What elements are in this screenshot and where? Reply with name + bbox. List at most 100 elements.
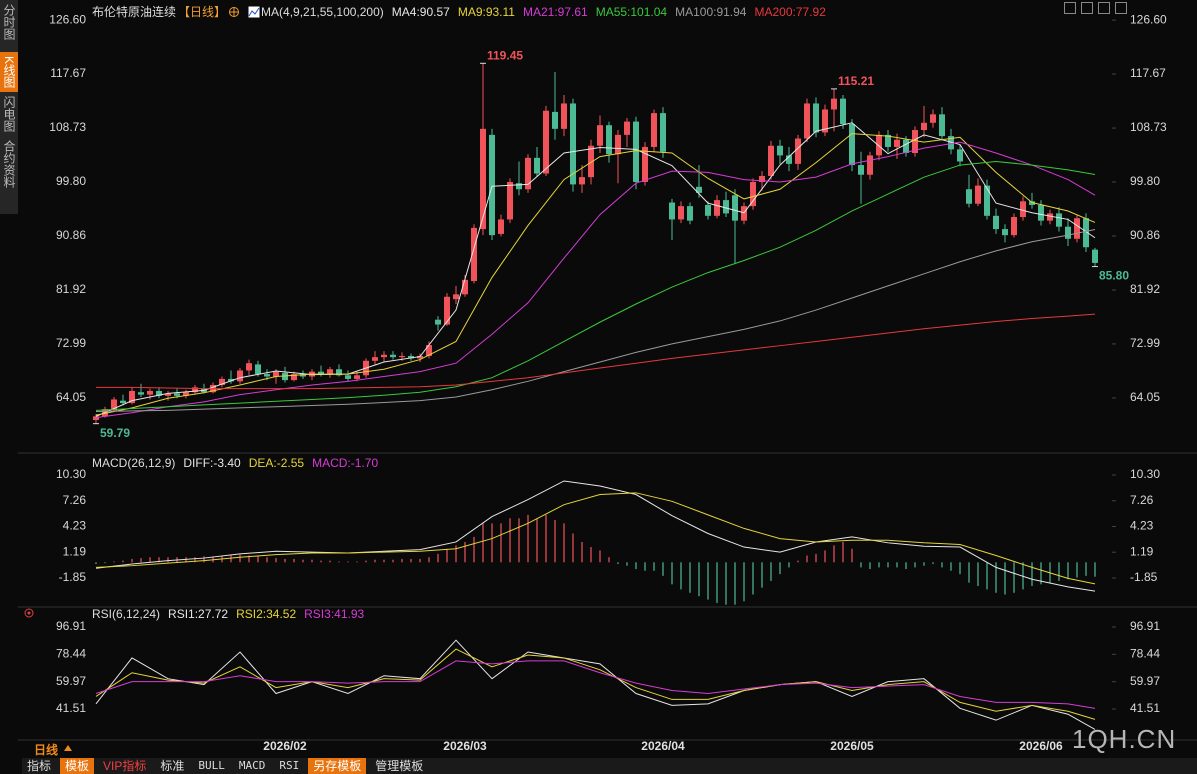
- candle-body: [822, 109, 828, 133]
- candle-body: [372, 357, 378, 361]
- candle-body: [1083, 218, 1089, 248]
- rsi-icon: [24, 608, 34, 618]
- icon[interactable]: [1081, 2, 1093, 14]
- toolbar-item[interactable]: BULL: [198, 759, 225, 772]
- icon[interactable]: [1064, 2, 1076, 14]
- settings-icon[interactable]: [228, 6, 240, 18]
- line: [95, 228, 1096, 413]
- candle-body: [786, 155, 792, 164]
- toolbar: 指标 模板 VIP指标 标准 BULL MACD RSI 另存模板 管理模板: [22, 758, 1197, 774]
- candle-body: [1020, 201, 1026, 218]
- candle-body: [273, 371, 279, 377]
- candle-body: [804, 103, 810, 139]
- legend-entry: DEA:-2.55: [248, 456, 305, 470]
- legend-entry: RSI1:27.72: [168, 607, 229, 621]
- candle-body: [147, 390, 153, 395]
- extreme-label: 115.21: [838, 74, 874, 88]
- line: [95, 141, 1096, 419]
- candle-body: [381, 354, 387, 358]
- candle-body: [507, 181, 513, 220]
- candle-body: [831, 98, 837, 110]
- tab[interactable]: 分时图: [2, 4, 16, 40]
- tab[interactable]: K线图: [0, 52, 18, 93]
- tab[interactable]: 闪电图: [2, 96, 16, 133]
- legend-entry: MA200:77.92: [754, 4, 826, 19]
- candle-body: [606, 125, 612, 155]
- legend-entry: RSI3:41.93: [304, 607, 365, 621]
- toolbar-item[interactable]: MACD: [238, 759, 266, 772]
- legend-entry: MA100:91.94: [675, 4, 747, 19]
- candle-body: [696, 186, 702, 193]
- toolbar-item[interactable]: 另存模板: [308, 758, 367, 774]
- y-tick-label: -1.85: [59, 570, 87, 584]
- candle-body: [471, 227, 477, 282]
- tab[interactable]: 合约资料: [2, 140, 16, 189]
- candle-body: [714, 200, 720, 216]
- toolbar-item[interactable]: 指标: [27, 759, 52, 773]
- extreme-label: 85.80: [1099, 269, 1129, 283]
- candle-body: [993, 215, 999, 230]
- y-tick-label-right: 41.51: [1130, 701, 1160, 715]
- y-tick-label-right: 10.30: [1130, 467, 1160, 481]
- y-tick-label: 99.80: [56, 174, 86, 188]
- y-tick-label-right: 1.19: [1130, 544, 1154, 558]
- x-tick-label: 2026/04: [641, 739, 685, 753]
- window-icons: [1064, 2, 1127, 14]
- instrument-title: 布伦特原油连续: [92, 5, 177, 19]
- ma-icon[interactable]: [248, 6, 260, 18]
- line: [95, 660, 1096, 709]
- candle-body: [687, 206, 693, 221]
- y-tick-label: 41.51: [56, 701, 86, 715]
- legend-title: MA(4,9,21,55,100,200): [261, 4, 384, 19]
- candle-body: [840, 98, 846, 124]
- candle-body: [399, 355, 405, 358]
- legend-entry: MA4:90.57: [391, 4, 450, 19]
- candle-body: [246, 363, 252, 371]
- y-tick-label: 126.60: [49, 12, 86, 26]
- candle-body: [165, 393, 171, 396]
- candle-body: [1074, 218, 1080, 239]
- toolbar-item[interactable]: RSI: [279, 759, 300, 772]
- candle-body: [120, 400, 126, 404]
- candle-body: [525, 157, 531, 190]
- toolbar-item[interactable]: VIP指标: [103, 759, 147, 773]
- candle-body: [516, 183, 522, 190]
- y-tick-label-right: 108.73: [1130, 120, 1167, 134]
- indicator-title: RSI(6,12,24): [92, 607, 161, 621]
- x-tick-label: 2026/05: [830, 739, 874, 753]
- toolbar-item[interactable]: 管理模板: [375, 759, 424, 773]
- candle-body: [948, 136, 954, 150]
- candle-body: [192, 387, 198, 393]
- icon[interactable]: [1098, 2, 1110, 14]
- y-tick-label: 4.23: [63, 519, 87, 533]
- candle-body: [615, 134, 621, 155]
- y-tick-label-right: 81.92: [1130, 282, 1160, 296]
- y-tick-label: 10.30: [56, 467, 86, 481]
- candle-body: [543, 110, 549, 174]
- toolbar-item[interactable]: 标准: [160, 759, 185, 773]
- legend: MACD(26,12,9) DIFF:-3.40 DEA:-2.55 MACD:-1…: [92, 456, 378, 470]
- y-tick-label-right: 96.91: [1130, 619, 1160, 633]
- candle-body: [858, 165, 864, 175]
- y-tick-label-right: 99.80: [1130, 174, 1160, 188]
- candle-body: [768, 145, 774, 176]
- candle-body: [561, 103, 567, 129]
- candle-body: [903, 139, 909, 153]
- candle-body: [174, 393, 180, 396]
- candle-body: [417, 355, 423, 359]
- line: [95, 122, 1096, 417]
- y-tick-label-right: 78.44: [1130, 647, 1160, 661]
- icon[interactable]: [1115, 2, 1127, 14]
- toolbar-item[interactable]: 模板: [60, 758, 95, 774]
- period-selector[interactable]: 日线: [34, 743, 59, 757]
- candle-body: [1056, 213, 1062, 227]
- candle-body: [1092, 249, 1098, 263]
- y-tick-label-right: 126.60: [1130, 12, 1167, 26]
- line: [95, 639, 1096, 730]
- y-tick-label-right: 117.67: [1130, 66, 1166, 80]
- y-tick-label: 72.99: [56, 336, 86, 350]
- candle-body: [669, 202, 675, 220]
- candle-body: [489, 134, 495, 236]
- side-tabs: 分时图 K线图 闪电图 合约资料: [0, 0, 18, 214]
